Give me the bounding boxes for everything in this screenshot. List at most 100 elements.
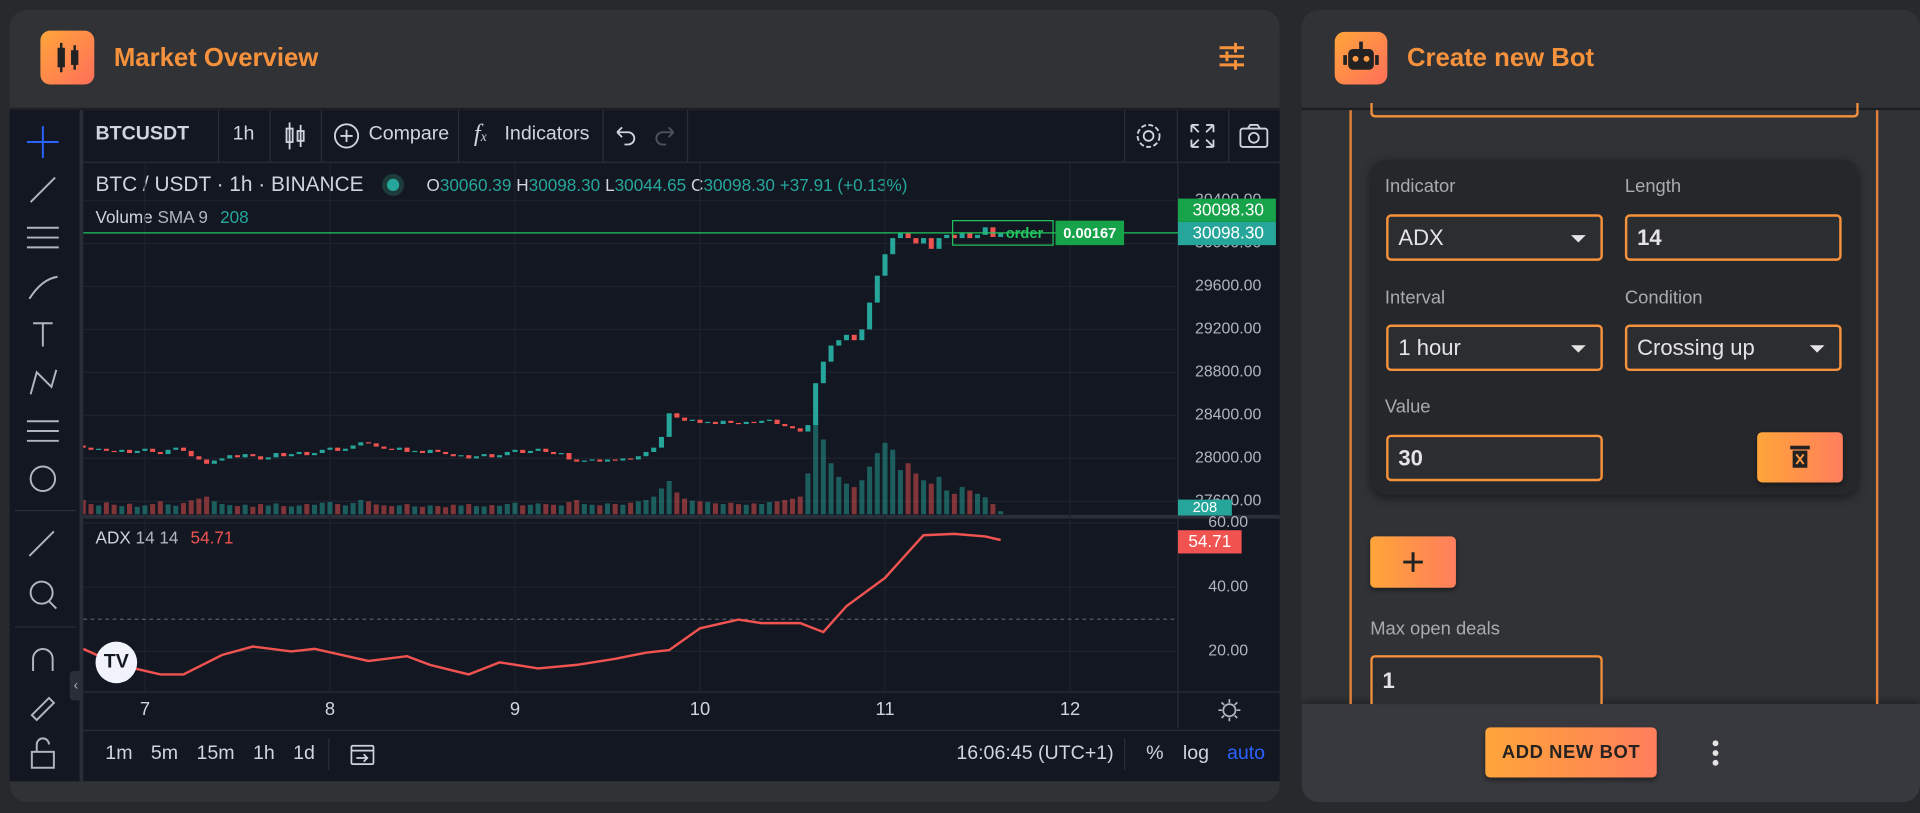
volume-bar bbox=[720, 504, 726, 515]
separator bbox=[217, 110, 220, 162]
range-button[interactable]: 1m bbox=[105, 743, 133, 765]
volume-bar bbox=[173, 505, 179, 515]
volume-bar bbox=[951, 493, 957, 515]
volume-bar bbox=[789, 498, 796, 515]
candle bbox=[157, 451, 163, 455]
adx-legend: ADX 14 14 54.71 bbox=[96, 528, 234, 548]
candle bbox=[859, 329, 865, 341]
candle bbox=[389, 448, 395, 450]
volume-bar bbox=[350, 503, 356, 515]
volume-bar bbox=[751, 503, 757, 515]
candle bbox=[404, 447, 410, 452]
candle bbox=[697, 419, 703, 423]
indicators-button[interactable]: Indicators bbox=[504, 123, 590, 145]
range-button[interactable]: 1h bbox=[252, 743, 275, 765]
volume-bar bbox=[83, 500, 86, 515]
symbol-legend: BTC / USDT · 1h · BINANCE O30060.39 H3009… bbox=[95, 172, 908, 196]
volume-bar bbox=[882, 442, 888, 515]
volume-bar bbox=[743, 504, 749, 515]
range-buttons: 1m 5m 15m 1h 1d bbox=[105, 743, 315, 765]
candle bbox=[119, 449, 125, 452]
candle bbox=[913, 238, 919, 244]
undo-redo[interactable] bbox=[612, 125, 681, 147]
add-bot-button[interactable]: ADD NEW BOT bbox=[1485, 727, 1657, 778]
volume-bar bbox=[504, 504, 510, 515]
volume-bar bbox=[813, 419, 819, 515]
candle bbox=[566, 453, 572, 460]
candle bbox=[967, 232, 973, 239]
add-bot-label: ADD NEW BOT bbox=[1501, 742, 1641, 763]
y-tick-label: 29600.00 bbox=[1195, 278, 1261, 295]
volume-bar bbox=[527, 504, 533, 515]
compare-icon[interactable] bbox=[333, 122, 360, 149]
candle bbox=[712, 421, 718, 425]
volume-bar bbox=[204, 496, 210, 515]
more-menu[interactable] bbox=[1708, 738, 1723, 767]
goto-date-icon[interactable] bbox=[349, 741, 376, 768]
candle bbox=[258, 456, 264, 460]
volume-bar bbox=[774, 501, 780, 515]
separator bbox=[457, 110, 460, 162]
candle bbox=[890, 238, 896, 255]
bot-title: Create new Bot bbox=[1406, 44, 1595, 73]
max-deals-label: Max open deals bbox=[1370, 618, 1500, 640]
adx-params: 14 14 bbox=[135, 527, 179, 548]
volume-bar bbox=[381, 505, 387, 515]
candle bbox=[751, 421, 757, 424]
adx-tag bbox=[1177, 530, 1242, 554]
candle bbox=[905, 232, 911, 239]
change: +37.91 (+0.13%) bbox=[779, 175, 908, 195]
auto-toggle[interactable]: auto bbox=[1226, 743, 1266, 765]
log-toggle[interactable]: log bbox=[1182, 743, 1210, 765]
symbol[interactable]: BTCUSDT bbox=[95, 123, 190, 145]
y-tick-label: 28400.00 bbox=[1195, 407, 1261, 424]
indicator-label: Indicator bbox=[1384, 176, 1456, 198]
percent-toggle[interactable]: % bbox=[1146, 743, 1164, 765]
interval-button[interactable]: 1h bbox=[232, 123, 255, 145]
chart-type-icon[interactable] bbox=[283, 121, 307, 150]
y-tick-label: 28000.00 bbox=[1195, 450, 1261, 467]
volume-bar bbox=[566, 502, 572, 515]
range-button[interactable]: 15m bbox=[196, 743, 235, 765]
candle bbox=[982, 227, 988, 235]
volume-bar bbox=[651, 496, 657, 515]
candle bbox=[443, 451, 449, 455]
volume-bar bbox=[88, 504, 94, 515]
volume-bar bbox=[998, 511, 1004, 515]
condition-select[interactable]: Crossing up bbox=[1624, 324, 1842, 372]
previous-field[interactable] bbox=[1370, 102, 1859, 118]
settings-icon[interactable] bbox=[1217, 42, 1246, 71]
volume-bar bbox=[689, 500, 695, 515]
tv-logo[interactable]: TV bbox=[95, 641, 138, 684]
length-input[interactable]: 14 bbox=[1624, 214, 1842, 261]
candle bbox=[335, 447, 341, 451]
volume-bar bbox=[512, 502, 518, 515]
ohlc-value: 30060.39 bbox=[439, 175, 512, 195]
collapse-toolbar[interactable]: ‹ bbox=[69, 671, 83, 701]
volume-bar bbox=[497, 505, 503, 515]
candle bbox=[628, 458, 634, 460]
candle bbox=[928, 238, 934, 249]
volume-bar bbox=[543, 504, 549, 515]
market-icon bbox=[40, 30, 95, 85]
value-input[interactable]: 30 bbox=[1386, 434, 1603, 482]
indicator-select[interactable]: ADX bbox=[1386, 214, 1603, 261]
candle bbox=[574, 459, 580, 462]
volume-bar bbox=[905, 463, 911, 515]
volume-bar bbox=[389, 506, 395, 515]
interval-select[interactable]: 1 hour bbox=[1386, 324, 1603, 372]
max-deals-input[interactable]: 1 bbox=[1370, 655, 1603, 705]
interval-label: Interval bbox=[1384, 287, 1446, 309]
compare-button[interactable]: Compare bbox=[368, 123, 450, 145]
length-label: Length bbox=[1624, 176, 1682, 198]
axis-settings[interactable] bbox=[1217, 698, 1241, 722]
chart-actions[interactable] bbox=[1134, 121, 1278, 150]
add-condition[interactable] bbox=[1370, 536, 1456, 588]
range-button[interactable]: 1d bbox=[293, 743, 315, 765]
delete-condition[interactable] bbox=[1757, 432, 1843, 483]
range-button[interactable]: 5m bbox=[150, 743, 179, 765]
candle bbox=[227, 455, 233, 459]
order-label: order bbox=[1006, 226, 1044, 242]
volume-bar bbox=[551, 504, 557, 515]
indicators-icon[interactable]: fx bbox=[473, 120, 487, 147]
